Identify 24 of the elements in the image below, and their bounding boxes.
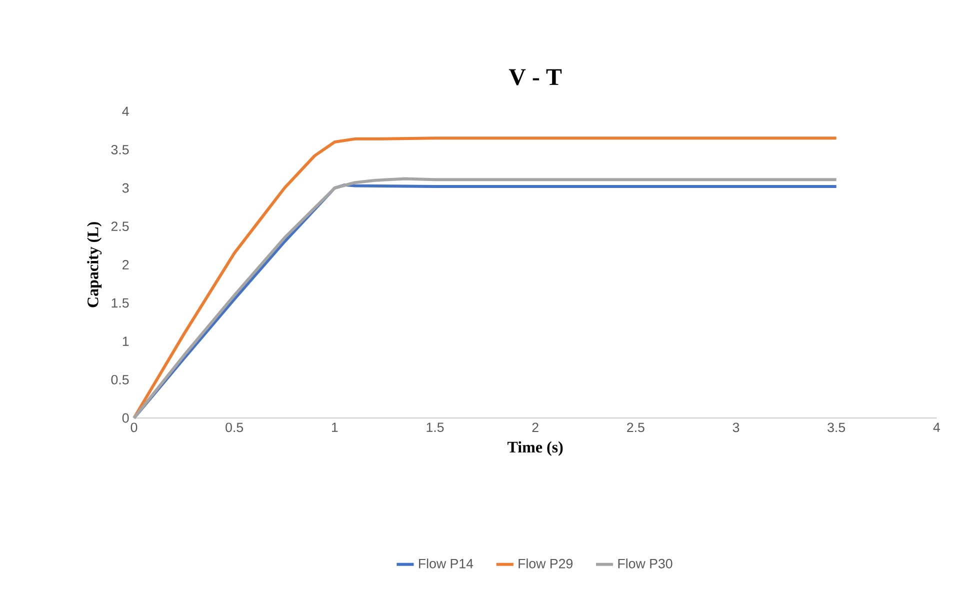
x-axis-title: Time (s)	[508, 441, 563, 456]
legend-label: Flow P29	[518, 558, 573, 568]
y-tick-label: 1	[122, 336, 129, 346]
x-tick-label: 0.5	[226, 422, 244, 432]
x-tick-label: 0	[130, 422, 138, 432]
y-tick-label: 0.5	[111, 374, 129, 384]
x-tick-label: 3.5	[828, 422, 846, 432]
x-tick-label: 2	[532, 422, 538, 432]
legend-label: Flow P14	[419, 558, 474, 568]
x-tick-label: 2.5	[627, 422, 644, 432]
y-axis-title: Capacity (L)	[87, 222, 102, 308]
chart-title: V - T	[508, 69, 562, 86]
y-tick-label: 2.5	[111, 222, 129, 232]
x-tick-label: 1.5	[426, 422, 444, 432]
y-tick-label: 2	[122, 260, 129, 270]
y-tick-label: 3.5	[111, 144, 129, 154]
y-tick-label: 4	[122, 106, 129, 116]
x-tick-label: 3	[732, 422, 740, 432]
legend-label: Flow P30	[618, 558, 672, 568]
x-tick-label: 4	[933, 422, 940, 432]
y-tick-label: 3	[122, 183, 129, 193]
y-tick-label: 1.5	[112, 298, 129, 308]
y-tick-label: 0	[122, 413, 129, 423]
x-tick-label: 1	[332, 422, 338, 432]
